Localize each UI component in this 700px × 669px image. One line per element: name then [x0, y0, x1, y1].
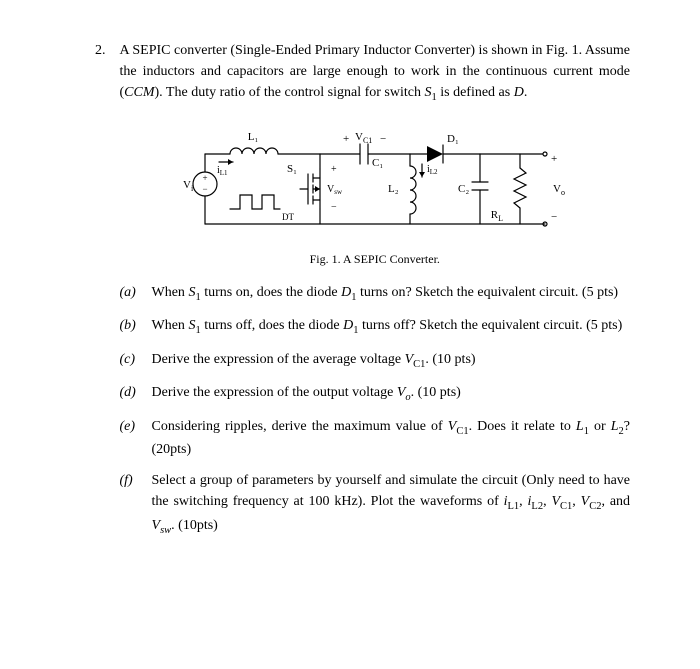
svg-text:D₁: D₁ — [447, 133, 459, 145]
part-e: (e) Considering ripples, derive the maxi… — [120, 416, 631, 461]
circuit-diagram: + − — [175, 114, 575, 244]
svg-text:Vo: Vo — [553, 183, 565, 197]
part-text: When S1 turns off, does the diode D1 tur… — [152, 315, 631, 339]
part-f: (f) Select a group of parameters by your… — [120, 470, 631, 538]
part-label: (a) — [120, 282, 142, 306]
figure-caption: Fig. 1. A SEPIC Converter. — [120, 250, 631, 268]
problem-header: 2. A SEPIC converter (Single-Ended Prima… — [95, 40, 630, 548]
svg-text:iL2: iL2 — [427, 164, 438, 176]
part-label: (b) — [120, 315, 142, 339]
problem-number: 2. — [95, 40, 106, 548]
part-a: (a) When S1 turns on, does the diode D1 … — [120, 282, 631, 306]
part-label: (d) — [120, 382, 142, 406]
svg-text:+: + — [331, 164, 337, 175]
svg-text:−: − — [202, 184, 207, 194]
svg-text:−: − — [551, 211, 557, 223]
part-b: (b) When S1 turns off, does the diode D1… — [120, 315, 631, 339]
figure: + − — [120, 114, 631, 244]
svg-text:S₁: S₁ — [287, 163, 297, 175]
svg-text:+: + — [202, 173, 207, 183]
problem-intro: A SEPIC converter (Single-Ended Primary … — [120, 40, 631, 106]
part-text: Considering ripples, derive the maximum … — [152, 416, 631, 461]
svg-text:RL: RL — [491, 209, 503, 223]
part-label: (c) — [120, 349, 142, 373]
svg-text:Vi: Vi — [183, 179, 194, 193]
svg-text:C₂: C₂ — [458, 183, 469, 195]
svg-text:−: − — [380, 133, 386, 145]
svg-text:iL1: iL1 — [217, 165, 228, 177]
part-d: (d) Derive the expression of the output … — [120, 382, 631, 406]
svg-text:−: − — [331, 202, 337, 213]
svg-text:Vsw: Vsw — [327, 184, 343, 196]
svg-text:+: + — [551, 153, 557, 165]
svg-text:+: + — [343, 133, 349, 145]
part-text: When S1 turns on, does the diode D1 turn… — [152, 282, 631, 306]
svg-text:C₁: C₁ — [372, 157, 383, 169]
svg-text:L₁: L₁ — [247, 131, 258, 143]
part-text: Derive the expression of the output volt… — [152, 382, 631, 406]
svg-text:L₂: L₂ — [388, 183, 399, 195]
page: 2. A SEPIC converter (Single-Ended Prima… — [0, 0, 700, 588]
part-text: Derive the expression of the average vol… — [152, 349, 631, 373]
svg-text:DT: DT — [282, 212, 294, 222]
part-label: (e) — [120, 416, 142, 461]
part-text: Select a group of parameters by yourself… — [152, 470, 631, 538]
parts-list: (a) When S1 turns on, does the diode D1 … — [120, 282, 631, 539]
part-label: (f) — [120, 470, 142, 538]
part-c: (c) Derive the expression of the average… — [120, 349, 631, 373]
problem-body: A SEPIC converter (Single-Ended Primary … — [120, 40, 631, 548]
svg-text:VC1: VC1 — [355, 131, 372, 145]
